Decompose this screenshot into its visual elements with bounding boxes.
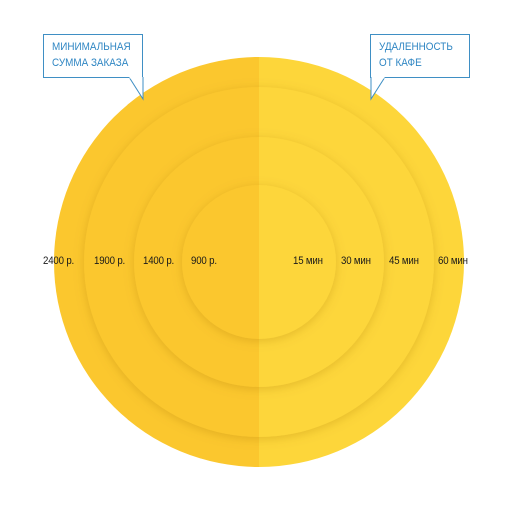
distance-callout-line2: ОТ КАФЕ	[379, 57, 422, 69]
distance-callout-line1: УДАЛЕННОСТЬ	[379, 41, 453, 53]
time-label-15: 15 мин	[293, 255, 323, 267]
min-order-callout: МИНИМАЛЬНАЯ СУММА ЗАКАЗА	[43, 34, 143, 78]
distance-callout: УДАЛЕННОСТЬ ОТ КАФЕ	[370, 34, 470, 78]
distance-callout-tail	[370, 77, 386, 101]
price-label-1900: 1900 р.	[94, 255, 126, 267]
price-label-900: 900 р.	[191, 255, 217, 267]
ring-inner-right-half	[259, 185, 336, 339]
time-label-30: 30 мин	[341, 255, 371, 267]
time-label-60: 60 мин	[438, 255, 468, 267]
price-label-1400: 1400 р.	[143, 255, 175, 267]
ring-inner	[182, 185, 336, 339]
min-order-callout-line2: СУММА ЗАКАЗА	[52, 57, 129, 69]
price-label-2400: 2400 р.	[43, 255, 75, 267]
time-label-45: 45 мин	[389, 255, 419, 267]
min-order-callout-line1: МИНИМАЛЬНАЯ	[52, 41, 131, 53]
min-order-callout-tail	[128, 77, 144, 101]
ring-inner-left-half	[182, 185, 259, 339]
